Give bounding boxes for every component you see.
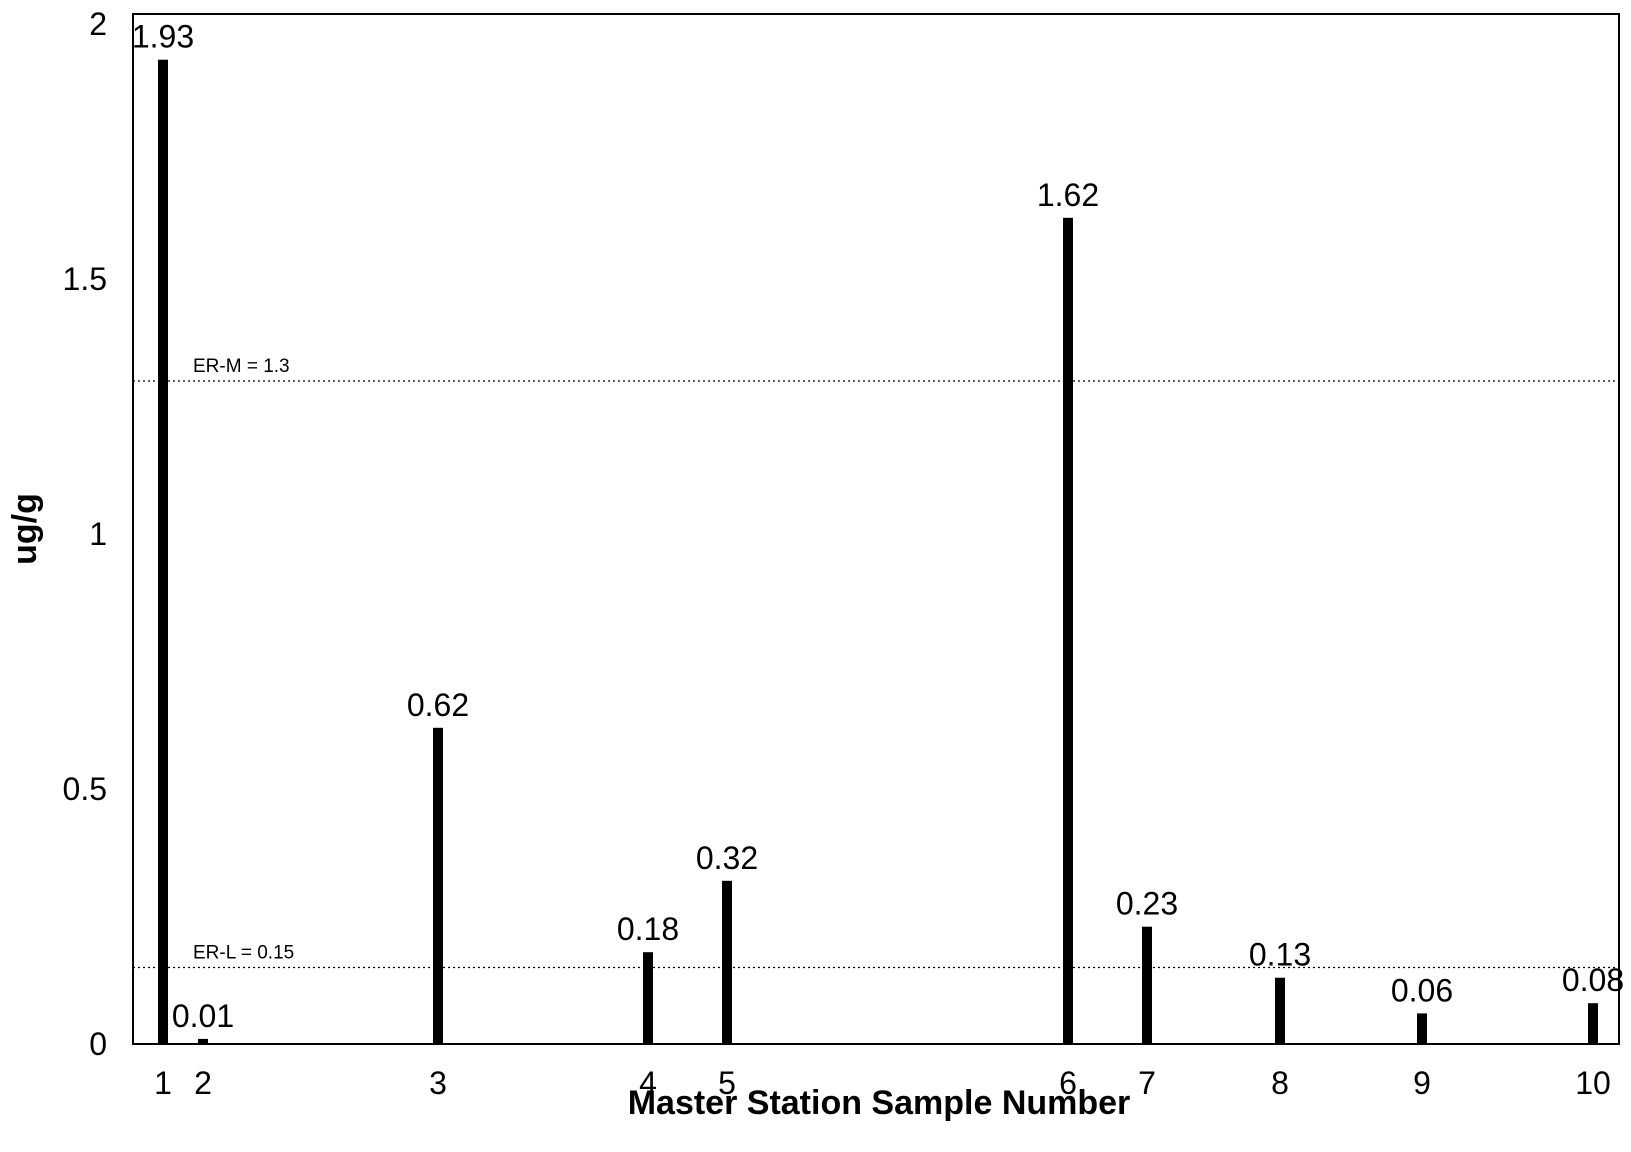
y-axis-ticks: 0 0.5 1 1.5 2 bbox=[63, 6, 107, 1062]
bar bbox=[1588, 1003, 1598, 1044]
x-tick-label: 9 bbox=[1413, 1065, 1431, 1101]
bar bbox=[643, 952, 653, 1044]
bar bbox=[1275, 977, 1285, 1044]
data-label: 0.01 bbox=[172, 998, 234, 1034]
x-tick-label: 4 bbox=[639, 1065, 657, 1101]
data-label: 0.06 bbox=[1391, 972, 1453, 1008]
y-tick-label: 0.5 bbox=[63, 771, 107, 807]
reference-line-label: ER-L = 0.15 bbox=[193, 943, 294, 964]
y-tick-label: 1 bbox=[89, 516, 107, 552]
y-tick-label: 0 bbox=[89, 1026, 107, 1062]
bar bbox=[158, 59, 168, 1044]
bar bbox=[433, 727, 443, 1044]
x-axis-title: Master Station Sample Number bbox=[628, 1084, 1131, 1122]
x-tick-label: 2 bbox=[194, 1065, 212, 1101]
data-label: 1.93 bbox=[132, 19, 194, 55]
bar bbox=[1063, 217, 1073, 1045]
data-label: 0.08 bbox=[1562, 962, 1624, 998]
x-tick-label: 6 bbox=[1059, 1065, 1077, 1101]
bar bbox=[722, 880, 732, 1044]
data-label: 0.13 bbox=[1249, 937, 1311, 973]
y-tick-label: 1.5 bbox=[63, 261, 107, 297]
data-label: 0.18 bbox=[617, 911, 679, 947]
data-label: 0.32 bbox=[696, 840, 758, 876]
data-label: 1.62 bbox=[1037, 177, 1099, 213]
x-tick-label: 5 bbox=[718, 1065, 736, 1101]
x-axis-ticks: 1 2 3 4 5 6 7 8 9 10 bbox=[154, 1065, 1611, 1101]
x-tick-label: 7 bbox=[1138, 1065, 1156, 1101]
data-label: 0.62 bbox=[407, 687, 469, 723]
y-tick-label: 2 bbox=[89, 6, 107, 42]
reference-line-label: ER-M = 1.3 bbox=[193, 356, 290, 377]
bar bbox=[1417, 1013, 1427, 1044]
x-tick-label: 3 bbox=[429, 1065, 447, 1101]
plot-frame bbox=[132, 13, 1620, 1045]
x-tick-label: 10 bbox=[1575, 1065, 1611, 1101]
x-tick-label: 8 bbox=[1271, 1065, 1289, 1101]
bar bbox=[198, 1038, 208, 1044]
y-axis-title: ug/g bbox=[6, 493, 44, 565]
reference-lines: ER-M = 1.3 ER-L = 0.15 bbox=[133, 356, 1619, 969]
x-tick-label: 1 bbox=[154, 1065, 172, 1101]
data-label: 0.23 bbox=[1116, 886, 1178, 922]
bars bbox=[158, 59, 1598, 1045]
data-labels: 1.93 0.01 0.62 0.18 0.32 1.62 0.23 0.13 0.06 0.08 bbox=[132, 19, 1624, 1034]
bar bbox=[1142, 926, 1152, 1044]
